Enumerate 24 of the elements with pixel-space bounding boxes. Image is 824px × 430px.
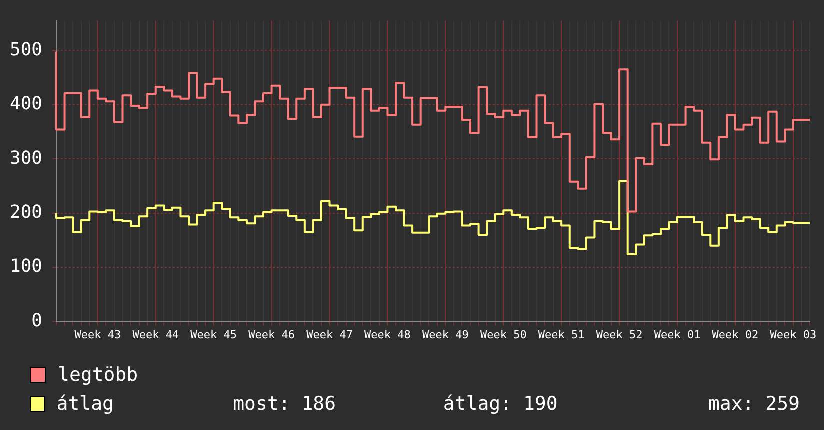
x-tick-label: Week 51 bbox=[538, 328, 585, 342]
x-tick-label: Week 45 bbox=[190, 328, 238, 342]
x-tick-label: Week 47 bbox=[306, 328, 353, 342]
x-tick-label: Week 46 bbox=[248, 328, 295, 342]
y-tick-label: 100 bbox=[10, 256, 43, 278]
text: most: 186 bbox=[233, 392, 338, 414]
y-tick-label: 500 bbox=[10, 39, 43, 60]
x-tick-label: Week 01 bbox=[654, 328, 701, 342]
y-tick-label: 300 bbox=[10, 148, 43, 169]
legend-label: legtöbb bbox=[58, 364, 140, 386]
x-tick-label: Week 43 bbox=[74, 328, 122, 342]
y-tick-label: 400 bbox=[10, 94, 43, 115]
y-tick-label: 200 bbox=[10, 202, 43, 224]
x-tick-label: Week 52 bbox=[596, 328, 643, 342]
text: átlag: 190 bbox=[443, 392, 559, 414]
x-tick-label: Week 02 bbox=[712, 328, 759, 342]
x-tick-label: Week 50 bbox=[480, 328, 527, 342]
x-tick-label: Week 48 bbox=[364, 328, 411, 342]
x-tick-label: Week 49 bbox=[422, 328, 469, 342]
x-tick-label: Week 03 bbox=[770, 328, 817, 342]
legend-label: átlag bbox=[56, 392, 115, 414]
text: max: 259 bbox=[707, 392, 800, 414]
y-tick-label: 0 bbox=[32, 310, 43, 332]
x-tick-label: Week 44 bbox=[132, 328, 180, 342]
